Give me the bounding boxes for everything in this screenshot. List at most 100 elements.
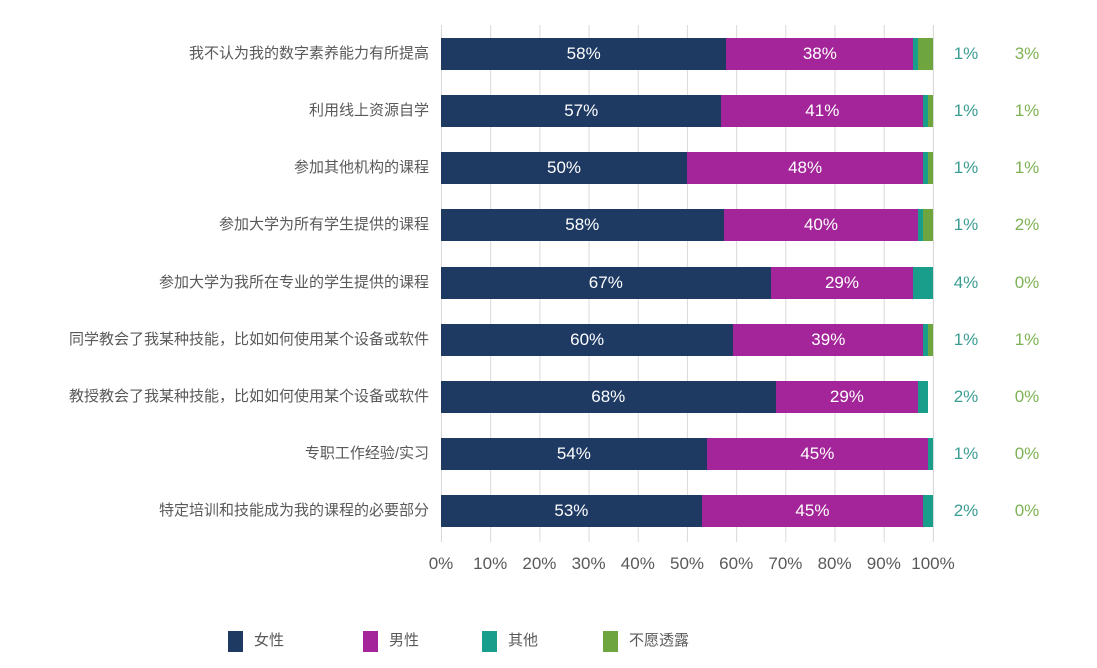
legend-label: 女性 [254, 632, 285, 649]
bar-segment-male: 48% [687, 152, 924, 185]
x-axis-tick: 10% [473, 554, 508, 573]
legend-item-undisclosed: 不愿透露 [603, 630, 689, 652]
bar-value-label: 67% [588, 272, 623, 292]
x-axis-tick: 50% [669, 554, 705, 573]
bar-value-label: 29% [829, 386, 864, 406]
bar-row: 教授教会了我某种技能，比如如何使用某个设备或软件 68% 29% 2% 0% [0, 380, 1097, 413]
category-label: 参加大学为我所在专业的学生提供的课程 [158, 273, 429, 291]
undisclosed-value-label: 0% [1014, 386, 1040, 406]
bar-segment-male: 40% [723, 209, 919, 242]
bar-segment-male: 45% [701, 495, 924, 527]
other-value-label: 1% [953, 101, 979, 121]
bar-row: 参加大学为我所在专业的学生提供的课程 67% 29% 4% 0% [0, 266, 1097, 299]
bar-segment-female: 54% [441, 437, 707, 470]
undisclosed-value-label: 1% [1014, 101, 1040, 121]
bar-segment-undisclosed [918, 38, 933, 70]
legend-swatch-female [228, 630, 243, 652]
bar-segment-female: 67% [441, 266, 771, 299]
category-label: 我不认为我的数字素养能力有所提高 [188, 45, 429, 62]
category-label: 特定培训和技能成为我的课程的必要部分 [158, 502, 429, 519]
bar-segment-other [918, 380, 929, 413]
legend-item-other: 其他 [482, 630, 538, 652]
bar-value-label: 53% [554, 501, 589, 520]
x-axis-tick: 70% [768, 554, 803, 573]
bar-row: 利用线上资源自学 57% 41% 1% 1% [0, 95, 1097, 128]
legend-item-male: 男性 [363, 630, 419, 652]
other-value-label: 2% [953, 386, 979, 406]
bar-segment-female: 68% [441, 380, 776, 413]
category-label: 专职工作经验/实习 [304, 444, 429, 462]
bar-segment-male: 38% [726, 38, 914, 70]
other-value-label: 1% [953, 158, 979, 178]
x-axis-tick: 80% [817, 554, 852, 573]
legend-swatch-other [482, 630, 497, 652]
bar-track: 58% 40% [441, 209, 933, 242]
legend-label: 其他 [508, 632, 539, 649]
bar-row: 特定培训和技能成为我的课程的必要部分 53% 45% 2% 0% [0, 495, 1097, 527]
category-label: 参加其他机构的课程 [293, 159, 429, 177]
x-axis-tick: 30% [571, 554, 606, 573]
bar-track: 68% 29% [441, 380, 933, 413]
bar-value-label: 68% [591, 386, 626, 406]
bar-segment-other [923, 95, 929, 128]
bar-track: 58% 38% [441, 38, 933, 70]
x-axis-tick: 40% [620, 554, 655, 573]
bar-row: 参加其他机构的课程 50% 48% 1% 1% [0, 152, 1097, 185]
bar-row: 我不认为我的数字素养能力有所提高 58% 38% 1% 3% [0, 38, 1097, 70]
bar-segment-male: 41% [721, 95, 924, 128]
bar-value-label: 54% [556, 443, 591, 463]
undisclosed-value-label: 3% [1014, 44, 1040, 63]
other-value-label: 2% [953, 501, 979, 520]
bar-value-label: 48% [788, 158, 823, 178]
bar-segment-other [913, 266, 933, 299]
bar-segment-female: 57% [441, 95, 722, 128]
other-value-label: 1% [953, 443, 979, 463]
bar-value-label: 58% [566, 44, 601, 63]
bar-value-label: 41% [805, 101, 840, 121]
x-axis-tick: 100% [911, 554, 955, 573]
bar-segment-other [923, 152, 929, 185]
legend-item-female: 女性 [228, 630, 284, 652]
bar-row: 同学教会了我某种技能，比如如何使用某个设备或软件 60% 39% 1% 1% [0, 323, 1097, 356]
bar-value-label: 29% [824, 272, 859, 292]
other-value-label: 1% [953, 215, 979, 235]
bar-rows: 我不认为我的数字素养能力有所提高 58% 38% 1% 3% 利用线上资源自学 57% 41%… [0, 25, 1097, 542]
category-label: 教授教会了我某种技能，比如如何使用某个设备或软件 [68, 387, 429, 405]
bar-segment-undisclosed [928, 323, 933, 356]
bar-segment-male: 29% [775, 380, 919, 413]
bar-track: 50% 48% [441, 152, 933, 185]
x-axis-tick: 90% [866, 554, 901, 573]
bar-segment-other [913, 38, 919, 70]
bar-segment-undisclosed [928, 152, 933, 185]
bar-value-label: 57% [564, 101, 599, 121]
bar-value-label: 60% [570, 329, 605, 349]
other-value-label: 1% [953, 329, 979, 349]
category-label: 同学教会了我某种技能，比如如何使用某个设备或软件 [68, 330, 429, 348]
x-axis: 0% 10% 20% 30% 40% 50% 60% 70% 80% 90% 100% [429, 554, 955, 576]
legend-swatch-undisclosed [603, 630, 618, 652]
legend: 女性 男性 其他 不愿透露 [0, 630, 1097, 656]
undisclosed-value-label: 1% [1014, 158, 1040, 178]
bar-segment-female: 58% [441, 209, 724, 242]
bar-track: 57% 41% [441, 95, 933, 128]
undisclosed-value-label: 1% [1014, 329, 1040, 349]
bar-value-label: 40% [803, 215, 838, 235]
category-label: 参加大学为所有学生提供的课程 [218, 216, 429, 234]
undisclosed-value-label: 0% [1014, 272, 1040, 292]
bar-segment-male: 39% [733, 323, 924, 356]
x-axis-tick: 60% [719, 554, 754, 573]
bar-value-label: 58% [565, 215, 600, 235]
bar-segment-other [918, 209, 924, 242]
bar-track: 53% 45% [441, 495, 933, 527]
other-value-label: 4% [953, 272, 979, 292]
legend-swatch-male [363, 630, 378, 652]
bar-segment-female: 50% [441, 152, 687, 185]
bar-row: 参加大学为所有学生提供的课程 58% 40% 1% 2% [0, 209, 1097, 242]
bar-value-label: 45% [795, 501, 830, 520]
undisclosed-value-label: 2% [1014, 215, 1040, 235]
bar-segment-other [923, 495, 933, 527]
legend-label: 不愿透露 [629, 632, 690, 649]
bar-track: 60% 39% [441, 323, 933, 356]
bar-segment-undisclosed [923, 209, 933, 242]
